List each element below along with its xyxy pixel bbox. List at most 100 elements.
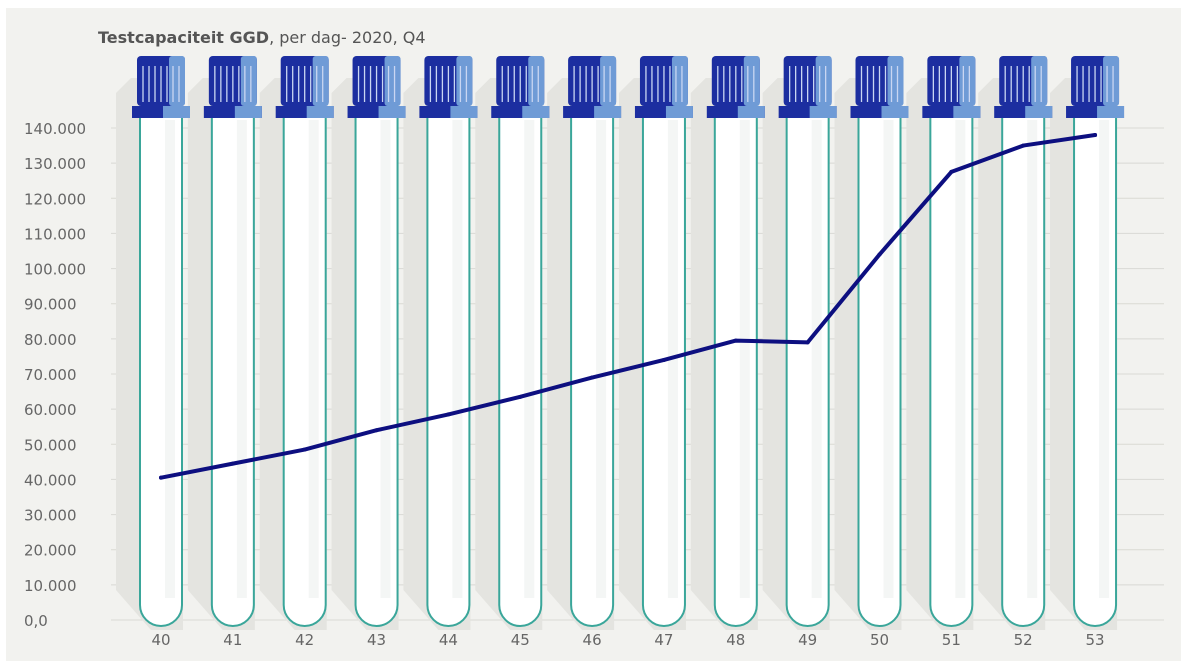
tube-body	[1073, 118, 1118, 627]
tube-body	[210, 118, 255, 627]
cap-base-light	[1097, 106, 1125, 118]
x-tick-label: 49	[798, 631, 817, 649]
tube-highlight	[955, 120, 966, 598]
tube-highlight	[1099, 120, 1110, 598]
data-point	[230, 461, 235, 466]
cap-base-light	[306, 106, 334, 118]
cap-body-light	[456, 56, 473, 106]
tube-body	[641, 118, 686, 627]
tube-highlight	[596, 120, 607, 598]
cap-base-light	[737, 106, 765, 118]
cap-base-light	[881, 106, 909, 118]
data-point	[590, 375, 595, 380]
x-tick-label: 44	[439, 631, 458, 649]
y-tick-label: 70.000	[24, 366, 77, 384]
data-point	[805, 340, 810, 345]
x-tick-label: 52	[1014, 631, 1033, 649]
chart-area: Testcapaciteit GGD, per dag- 2020, Q4 0,…	[6, 8, 1181, 661]
x-tick-label: 46	[583, 631, 602, 649]
data-point	[877, 252, 882, 257]
x-tick-label: 51	[942, 631, 961, 649]
chart-title-bold: Testcapaciteit GGD	[98, 28, 270, 47]
tube-highlight	[165, 120, 175, 598]
cap-body-light	[600, 56, 617, 106]
y-tick-label: 10.000	[24, 577, 77, 595]
data-point	[302, 447, 307, 452]
tube-body	[785, 118, 830, 627]
tube-highlight	[1027, 120, 1038, 598]
cap-base-light	[522, 106, 550, 118]
tube-highlight	[452, 120, 463, 598]
tube-highlight	[380, 120, 391, 598]
tube-body	[857, 118, 902, 627]
cap-base-light	[234, 106, 262, 118]
cap-body-light	[312, 56, 329, 106]
cap-body-light	[1031, 56, 1048, 106]
cap-body-light	[743, 56, 760, 106]
tube-highlight	[524, 120, 535, 598]
x-tick-label: 48	[726, 631, 745, 649]
data-point	[733, 338, 738, 343]
y-tick-label: 80.000	[24, 331, 77, 349]
tube-body	[713, 118, 758, 627]
cap-base-light	[809, 106, 837, 118]
y-tick-label: 60.000	[24, 401, 77, 419]
y-tick-label: 0,0	[24, 612, 48, 630]
tube-body	[498, 118, 543, 627]
x-tick-label: 47	[654, 631, 673, 649]
y-tick-label: 130.000	[24, 155, 86, 173]
tube-body	[426, 118, 471, 627]
cap-body-light	[815, 56, 832, 106]
cap-body-light	[887, 56, 904, 106]
data-point	[1093, 133, 1098, 138]
y-tick-label: 100.000	[24, 261, 86, 279]
y-tick-label: 50.000	[24, 436, 77, 454]
y-tick-label: 30.000	[24, 507, 77, 525]
tube-body	[139, 118, 183, 627]
tube-highlight	[811, 120, 822, 598]
x-tick-label: 53	[1086, 631, 1105, 649]
data-point	[374, 428, 379, 433]
y-tick-label: 20.000	[24, 542, 77, 560]
cap-base-light	[450, 106, 478, 118]
tube-body	[282, 118, 327, 627]
cap-base-light	[594, 106, 622, 118]
tube-highlight	[236, 120, 247, 598]
data-point	[446, 412, 451, 417]
cap-base-light	[1025, 106, 1053, 118]
y-tick-label: 120.000	[24, 190, 86, 208]
x-tick-label: 40	[151, 631, 170, 649]
data-point	[1021, 143, 1026, 148]
cap-body-light	[240, 56, 257, 106]
cap-body-light	[959, 56, 976, 106]
x-tick-label: 42	[295, 631, 314, 649]
x-tick-label: 50	[870, 631, 889, 649]
chart-title: Testcapaciteit GGD, per dag- 2020, Q4	[98, 28, 426, 47]
line-chart: 0,0 10.000 20.000 30.000 40.000 50.000 60.000 7…	[24, 56, 1164, 649]
y-tick-label: 110.000	[24, 225, 86, 243]
tube-body	[354, 118, 399, 627]
tube-highlight	[883, 120, 894, 598]
cap-base-light	[953, 106, 981, 118]
cap-body-light	[384, 56, 401, 106]
data-point	[159, 475, 163, 480]
y-tick-label: 140.000	[24, 120, 86, 138]
cap-base-light	[163, 106, 190, 118]
x-tick-label: 43	[367, 631, 386, 649]
cap-body-light	[1103, 56, 1120, 106]
tube-body	[1001, 118, 1046, 627]
y-tick-label: 90.000	[24, 296, 77, 314]
tube-highlight	[308, 120, 319, 598]
data-point	[518, 394, 523, 399]
data-point	[661, 357, 666, 362]
y-tick-label: 40.000	[24, 471, 77, 489]
chart-title-rest: , per dag- 2020, Q4	[269, 28, 426, 47]
cap-body-light	[528, 56, 545, 106]
cap-base-light	[378, 106, 406, 118]
cap-body-light	[671, 56, 688, 106]
cap-body-light	[169, 56, 185, 106]
x-tick-label: 41	[223, 631, 242, 649]
x-tick-label: 45	[511, 631, 530, 649]
tube-body	[929, 118, 974, 627]
tube-highlight	[739, 120, 750, 598]
